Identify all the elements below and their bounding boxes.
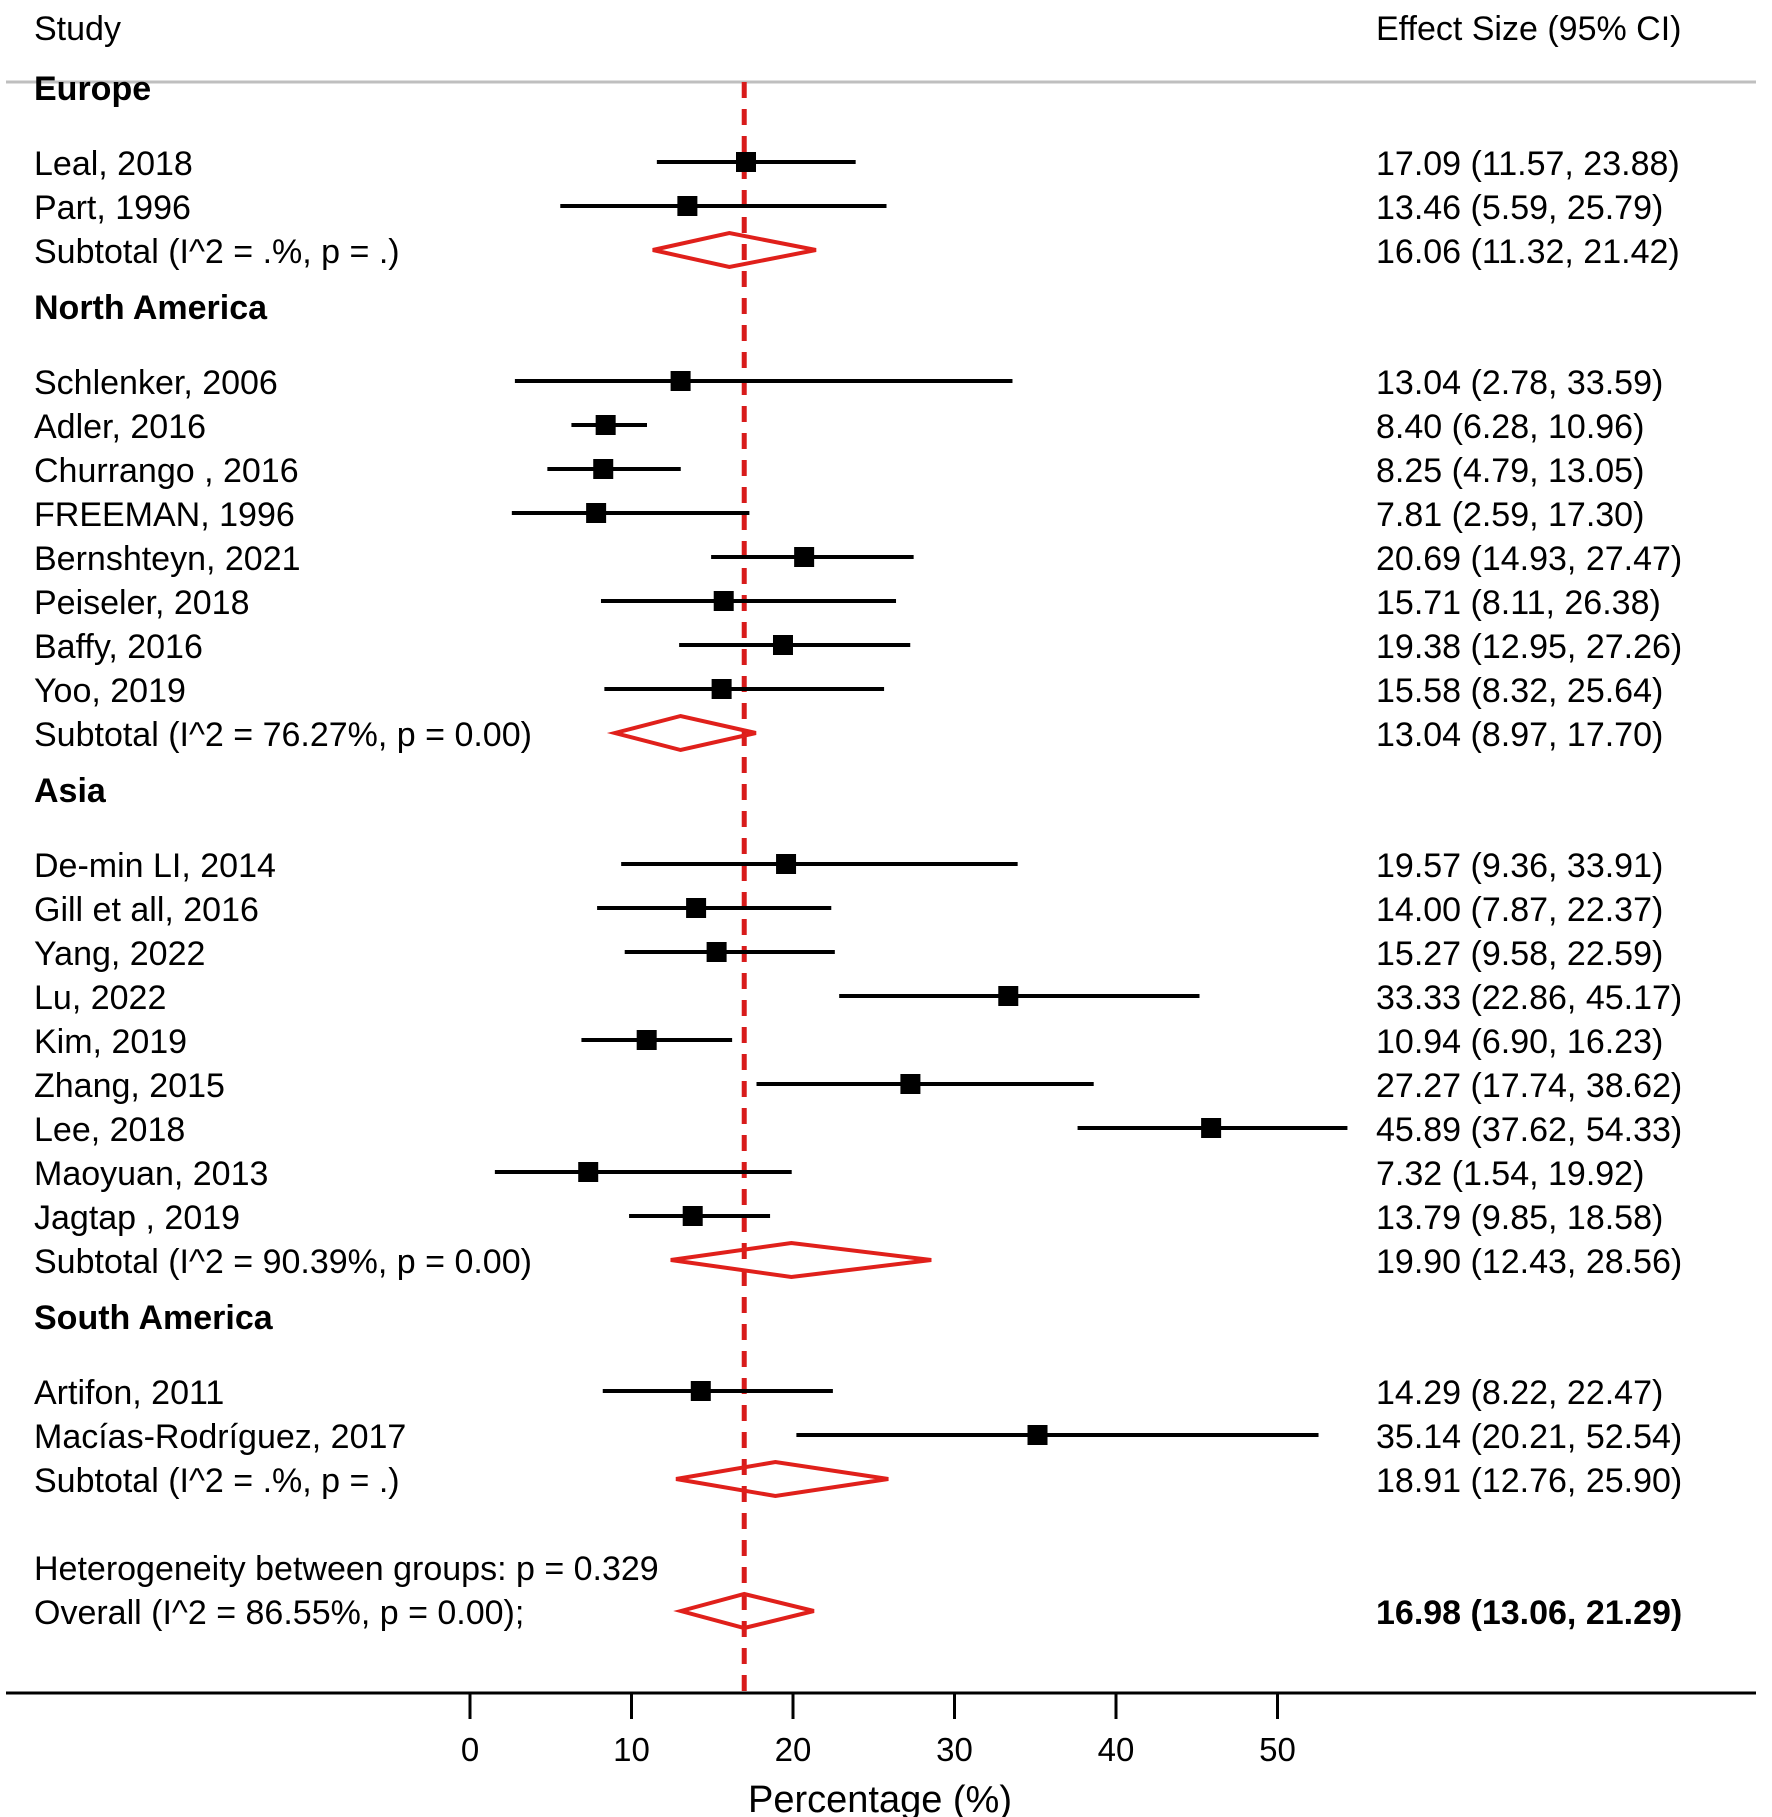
estimate-square bbox=[1201, 1118, 1222, 1138]
group-heading: North America bbox=[34, 289, 268, 327]
estimate-square bbox=[690, 1381, 711, 1401]
study-effect-text: 8.25 (4.79, 13.05) bbox=[1376, 452, 1644, 490]
study-effect-text: 17.09 (11.57, 23.88) bbox=[1376, 145, 1680, 183]
study-label: Lee, 2018 bbox=[34, 1111, 185, 1149]
estimate-square bbox=[998, 986, 1019, 1006]
subtotal-diamond bbox=[675, 1459, 889, 1499]
study-label: Lu, 2022 bbox=[34, 979, 166, 1017]
study-effect-text: 15.71 (8.11, 26.38) bbox=[1376, 584, 1661, 622]
study-effect-text: 27.27 (17.74, 38.62) bbox=[1376, 1067, 1682, 1105]
x-tick-label: 30 bbox=[936, 1731, 973, 1768]
x-tick-label: 40 bbox=[1098, 1731, 1135, 1768]
study-label: Macías-Rodríguez, 2017 bbox=[34, 1418, 406, 1456]
heterogeneity-text: Heterogeneity between groups: p = 0.329 bbox=[34, 1550, 659, 1588]
overall-effect-text: 16.98 (13.06, 21.29) bbox=[1376, 1594, 1682, 1632]
subtotal-diamond bbox=[606, 713, 757, 753]
estimate-square bbox=[682, 1206, 703, 1226]
study-label: Schlenker, 2006 bbox=[34, 364, 278, 402]
study-label: Peiseler, 2018 bbox=[34, 584, 250, 622]
estimate-square bbox=[670, 371, 691, 391]
study-column-header: Study bbox=[34, 10, 121, 48]
estimate-square bbox=[593, 459, 614, 479]
estimate-square bbox=[636, 1030, 657, 1050]
estimate-square bbox=[736, 152, 757, 172]
subtotal-diamond bbox=[652, 230, 817, 270]
study-label: Leal, 2018 bbox=[34, 145, 193, 183]
rows: Europe Leal, 2018 17.09 (11.57, 23.88) Part… bbox=[34, 70, 1682, 1632]
subtotal-effect-text: 18.91 (12.76, 25.90) bbox=[1376, 1462, 1682, 1500]
study-effect-text: 35.14 (20.21, 52.54) bbox=[1376, 1418, 1682, 1456]
study-effect-text: 13.04 (2.78, 33.59) bbox=[1376, 364, 1663, 402]
study-label: Part, 1996 bbox=[34, 189, 191, 227]
study-effect-text: 14.29 (8.22, 22.47) bbox=[1376, 1374, 1663, 1412]
group-heading: Europe bbox=[34, 70, 151, 108]
x-tick-label: 10 bbox=[613, 1731, 650, 1768]
x-axis-label: Percentage (%) bbox=[748, 1779, 1012, 1817]
study-label: Maoyuan, 2013 bbox=[34, 1155, 268, 1193]
study-effect-text: 19.38 (12.95, 27.26) bbox=[1376, 628, 1682, 666]
x-tick-label: 0 bbox=[461, 1731, 479, 1768]
estimate-square bbox=[711, 679, 732, 699]
study-effect-text: 15.27 (9.58, 22.59) bbox=[1376, 935, 1663, 973]
estimate-square bbox=[578, 1162, 599, 1182]
estimate-square bbox=[1027, 1425, 1048, 1445]
subtotal-label: Subtotal (I^2 = 76.27%, p = 0.00) bbox=[34, 716, 532, 754]
study-effect-text: 8.40 (6.28, 10.96) bbox=[1376, 408, 1644, 446]
study-effect-text: 7.81 (2.59, 17.30) bbox=[1376, 496, 1644, 534]
study-label: Artifon, 2011 bbox=[34, 1374, 224, 1412]
study-label: Churrango , 2016 bbox=[34, 452, 299, 490]
study-label: Gill et all, 2016 bbox=[34, 891, 259, 929]
estimate-square bbox=[776, 854, 797, 874]
estimate-square bbox=[900, 1074, 921, 1094]
study-effect-text: 20.69 (14.93, 27.47) bbox=[1376, 540, 1682, 578]
group-heading: Asia bbox=[34, 772, 107, 810]
study-effect-text: 13.46 (5.59, 25.79) bbox=[1376, 189, 1663, 227]
study-effect-text: 15.58 (8.32, 25.64) bbox=[1376, 672, 1663, 710]
subtotal-diamond bbox=[670, 1240, 932, 1280]
study-effect-text: 33.33 (22.86, 45.17) bbox=[1376, 979, 1682, 1017]
study-label: Yoo, 2019 bbox=[34, 672, 186, 710]
overall-diamond bbox=[673, 1591, 815, 1631]
header: Study Effect Size (95% CI) bbox=[34, 10, 1682, 48]
x-tick-label: 50 bbox=[1259, 1731, 1296, 1768]
group-heading: South America bbox=[34, 1299, 274, 1337]
subtotal-label: Subtotal (I^2 = 90.39%, p = 0.00) bbox=[34, 1243, 532, 1281]
study-label: Jagtap , 2019 bbox=[34, 1199, 240, 1237]
estimate-square bbox=[794, 547, 815, 567]
study-label: Bernshteyn, 2021 bbox=[34, 540, 301, 578]
study-effect-text: 19.57 (9.36, 33.91) bbox=[1376, 847, 1663, 885]
study-label: Baffy, 2016 bbox=[34, 628, 203, 666]
effect-column-header: Effect Size (95% CI) bbox=[1376, 10, 1682, 48]
estimate-square bbox=[586, 503, 607, 523]
estimate-square bbox=[677, 196, 698, 216]
subtotal-label: Subtotal (I^2 = .%, p = .) bbox=[34, 233, 400, 271]
study-effect-text: 14.00 (7.87, 22.37) bbox=[1376, 891, 1663, 929]
study-effect-text: 13.79 (9.85, 18.58) bbox=[1376, 1199, 1663, 1237]
study-label: FREEMAN, 1996 bbox=[34, 496, 295, 534]
study-label: Yang, 2022 bbox=[34, 935, 205, 973]
overall-label: Overall (I^2 = 86.55%, p = 0.00); bbox=[34, 1594, 524, 1632]
study-effect-text: 10.94 (6.90, 16.23) bbox=[1376, 1023, 1663, 1061]
subtotal-label: Subtotal (I^2 = .%, p = .) bbox=[34, 1462, 400, 1500]
study-effect-text: 45.89 (37.62, 54.33) bbox=[1376, 1111, 1682, 1149]
subtotal-effect-text: 19.90 (12.43, 28.56) bbox=[1376, 1243, 1682, 1281]
estimate-square bbox=[706, 942, 727, 962]
estimate-square bbox=[595, 415, 616, 435]
x-axis: Percentage (%) 0 10 20 30 40 50 bbox=[6, 1691, 1756, 1817]
study-label: De-min LI, 2014 bbox=[34, 847, 276, 885]
estimate-square bbox=[713, 591, 734, 611]
study-label: Kim, 2019 bbox=[34, 1023, 187, 1061]
study-label: Zhang, 2015 bbox=[34, 1067, 225, 1105]
x-tick-label: 20 bbox=[775, 1731, 812, 1768]
study-effect-text: 7.32 (1.54, 19.92) bbox=[1376, 1155, 1644, 1193]
estimate-square bbox=[686, 898, 707, 918]
study-label: Adler, 2016 bbox=[34, 408, 206, 446]
subtotal-effect-text: 16.06 (11.32, 21.42) bbox=[1376, 233, 1680, 271]
subtotal-effect-text: 13.04 (8.97, 17.70) bbox=[1376, 716, 1663, 754]
estimate-square bbox=[772, 635, 793, 655]
